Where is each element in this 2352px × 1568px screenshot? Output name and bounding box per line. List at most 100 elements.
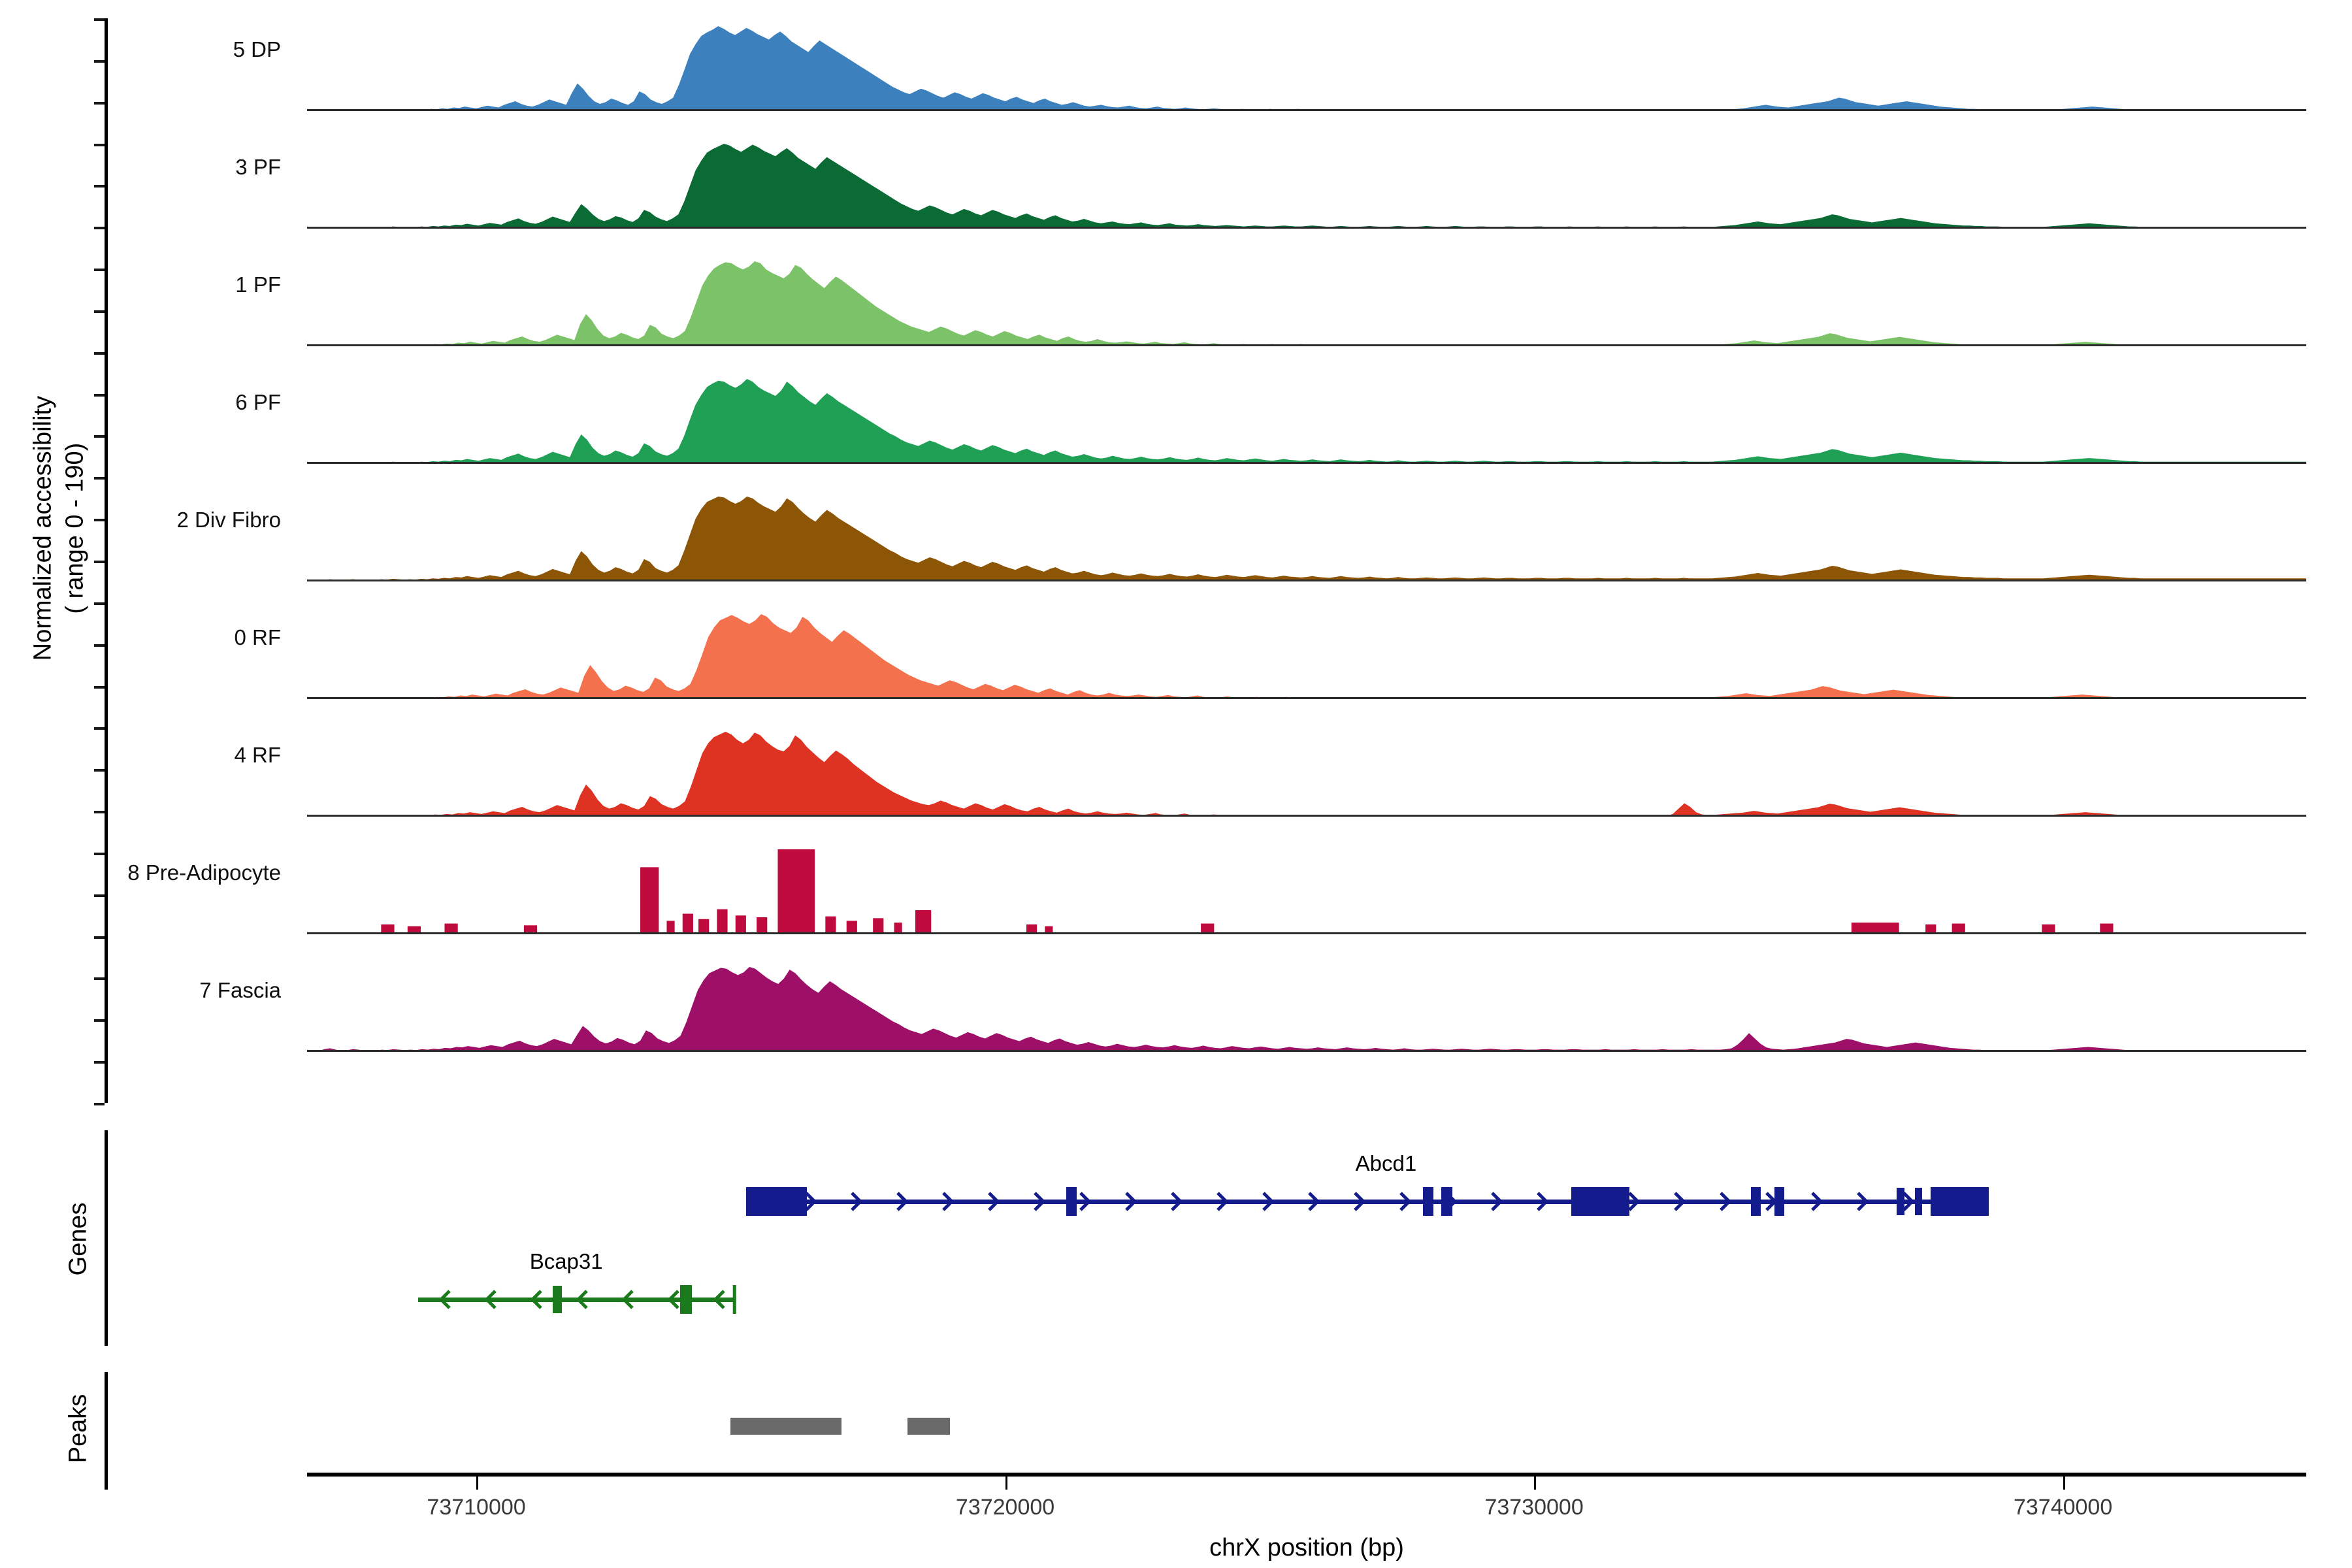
strand-arrow-icon (1171, 1192, 1183, 1211)
strand-arrow-icon (1217, 1192, 1229, 1211)
coverage-signal (307, 732, 2306, 817)
coverage-axis-tick (94, 351, 105, 355)
strand-arrow-icon (1125, 1192, 1137, 1211)
coverage-axis-tick (94, 143, 105, 146)
coverage-block (1851, 923, 1899, 934)
coverage-area (307, 261, 2306, 346)
x-axis-tick (1534, 1477, 1537, 1490)
gene-exon (553, 1286, 563, 1313)
coverage-track: 5 DP (233, 26, 2306, 111)
track-baseline (307, 344, 2306, 346)
coverage-axis-tick (94, 227, 105, 230)
coverage-track: 6 PF (235, 379, 2306, 464)
strand-arrow-icon (1903, 1192, 1915, 1211)
x-axis-tick-label: 73720000 (955, 1495, 1055, 1520)
coverage-block (777, 849, 815, 934)
strand-arrow-icon (1811, 1192, 1823, 1211)
coverage-block (735, 915, 746, 934)
track-label-0-rf: 0 RF (234, 625, 281, 649)
strand-arrow-icon (1857, 1192, 1869, 1211)
strand-arrow-icon (667, 1290, 679, 1309)
peak-region[interactable] (907, 1418, 950, 1435)
peak-region[interactable] (730, 1418, 841, 1435)
gene-name-label: Bcap31 (529, 1249, 603, 1273)
x-axis-tick (476, 1477, 479, 1490)
coverage-block (717, 909, 728, 934)
coverage-axis-tick (94, 685, 105, 689)
coverage-block (682, 913, 693, 934)
x-axis-tick-label: 73710000 (427, 1495, 526, 1520)
coverage-axis-tick (94, 59, 105, 63)
gene-exon (1441, 1187, 1452, 1216)
gene-exon (1774, 1187, 1784, 1216)
coverage-axis-tick (94, 435, 105, 438)
coverage-signal (307, 497, 2306, 581)
strand-arrows (438, 1285, 736, 1314)
coverage-axis-tick (94, 977, 105, 981)
coverage-block (915, 910, 932, 934)
coverage-axis-tick (94, 561, 105, 563)
coverage-track: 4 RF (234, 732, 2306, 817)
coverage-axis-tick (94, 936, 105, 939)
strand-arrow-icon (530, 1290, 542, 1309)
gene-model-abcd1[interactable]: Abcd1 (307, 1151, 2306, 1228)
coverage-block (2100, 923, 2114, 934)
coverage-axis-tick (94, 18, 105, 21)
gene-exon (1896, 1188, 1904, 1215)
track-label-5-dp: 5 DP (233, 37, 281, 61)
coverage-axis-tick (94, 894, 105, 897)
strand-arrows (759, 1192, 1961, 1211)
coverage-block (1045, 926, 1053, 934)
track-baseline (307, 227, 2306, 229)
coverage-block (1925, 924, 1936, 934)
coverage-block (381, 924, 395, 934)
coverage-axis-tick (94, 519, 105, 522)
coverage-signal (307, 967, 2306, 1052)
coverage-area (307, 614, 2306, 699)
track-baseline (307, 697, 2306, 699)
coverage-block (1952, 923, 1965, 934)
coverage-track: 1 PF (235, 261, 2306, 346)
track-baseline (307, 580, 2306, 581)
coverage-axis-tick (94, 269, 105, 272)
genes-axis-spine (105, 1130, 108, 1346)
x-axis-tick-label: 73730000 (1484, 1495, 1584, 1520)
gene-name-label: Abcd1 (1355, 1151, 1417, 1175)
coverage-axis-tick (94, 644, 105, 647)
coverage-axis-tick (94, 727, 105, 730)
x-axis-line (307, 1473, 2306, 1477)
coverage-axis-tick (94, 1103, 105, 1105)
strand-arrow-icon (851, 1192, 863, 1211)
coverage-axis-tick (94, 1019, 105, 1022)
track-baseline (307, 109, 2306, 111)
coverage-track: 2 Div Fibro (176, 497, 2306, 581)
strand-arrow-icon (1765, 1192, 1778, 1211)
track-label-8-pre-adipocyte: 8 Pre-Adipocyte (127, 860, 281, 885)
coverage-track: 8 Pre-Adipocyte (127, 849, 2306, 934)
track-label-3-pf: 3 PF (235, 155, 281, 179)
strand-arrow-icon (805, 1192, 817, 1211)
track-label-7-fascia: 7 Fascia (199, 978, 281, 1002)
track-label-6-pf: 6 PF (235, 390, 281, 414)
y-axis-label-line1: Normalized accessibility (29, 395, 57, 661)
coverage-axis-tick (94, 852, 105, 855)
coverage-block (894, 923, 902, 934)
coverage-signal (381, 849, 2114, 934)
x-axis-label: chrX position (bp) (1209, 1534, 1404, 1561)
strand-arrow-icon (576, 1290, 588, 1309)
strand-arrow-icon (438, 1290, 451, 1309)
coverage-block (523, 925, 538, 934)
coverage-area (307, 732, 2306, 817)
coverage-area (307, 26, 2306, 111)
gene-exon (1066, 1187, 1077, 1216)
coverage-block (825, 916, 836, 934)
gene-model-bcap31[interactable]: Bcap31 (307, 1249, 2306, 1326)
strand-arrow-icon (1537, 1192, 1549, 1211)
coverage-track: 7 Fascia (199, 967, 2306, 1052)
coverage-block (666, 921, 675, 934)
strand-arrow-icon (896, 1192, 909, 1211)
strand-arrow-icon (1308, 1192, 1320, 1211)
coverage-track: 3 PF (235, 144, 2306, 229)
coverage-axis-tick (94, 477, 105, 480)
